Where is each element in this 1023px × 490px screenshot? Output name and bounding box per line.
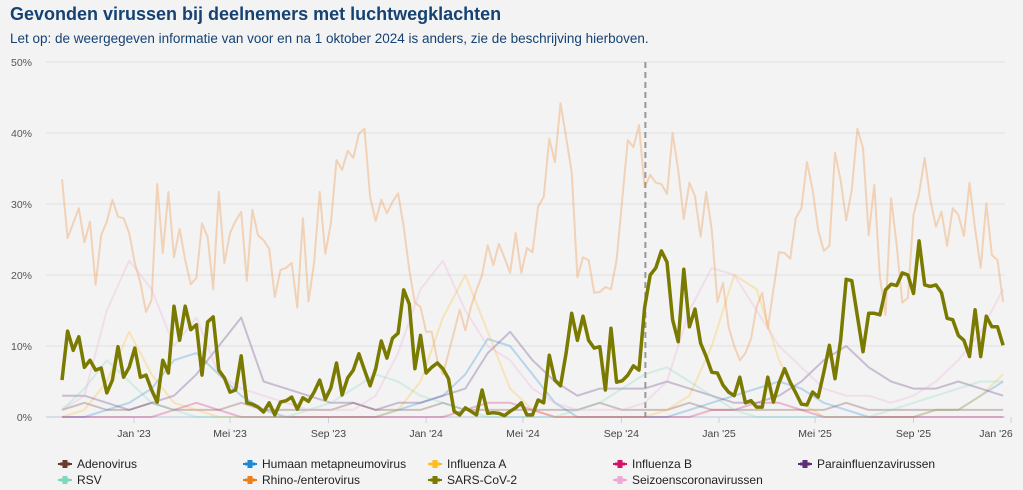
legend-item[interactable]: Adenovirus [58, 457, 137, 471]
legend-marker-icon [243, 476, 257, 484]
legend-label: Seizoenscoronavirussen [632, 473, 763, 487]
x-tick-label: Sep '24 [604, 428, 639, 440]
legend-label: Adenovirus [77, 457, 138, 471]
series-line-sars-cov-2 [60, 239, 1005, 418]
y-tick-label: 0% [17, 412, 32, 424]
line-chart: 0% 10% 20% 30% 40% 50% Jan '23 Mei '23 Sep '23 Ja… [11, 57, 1013, 440]
series-line-seizoenscoronavirussen [61, 259, 1004, 411]
series-line-influenza-a [61, 274, 1004, 418]
series-line-rsv [61, 359, 1004, 418]
x-tick-label: Mei '23 [213, 428, 247, 440]
chart-title: Gevonden virussen bij deelnemers met luc… [10, 4, 502, 24]
legend-marker-icon [798, 460, 812, 468]
legend-label: Influenza B [632, 457, 693, 471]
legend-marker-icon [428, 476, 442, 484]
legend-item[interactable]: Humaan metapneumovirus [243, 457, 406, 471]
x-tick-label: Jan '25 [702, 428, 736, 440]
chart-subtitle: Let op: de weergegeven informatie van vo… [10, 31, 649, 46]
legend-label: SARS-CoV-2 [447, 473, 518, 487]
x-tick-label: Jan '26 [979, 428, 1013, 440]
x-tick-label: Sep '23 [311, 428, 346, 440]
legend-item[interactable]: SARS-CoV-2 [428, 473, 517, 487]
x-tick-label: Mei '24 [506, 428, 540, 440]
legend-label: Rhino-/enterovirus [262, 473, 361, 487]
x-tick-label: Jan '24 [409, 428, 443, 440]
series-line-humaan-metapneumovirus [62, 337, 1004, 418]
legend-item[interactable]: Influenza B [613, 457, 692, 471]
legend-item[interactable]: Parainfluenzavirussen [798, 457, 935, 471]
legend-item[interactable]: RSV [58, 473, 102, 487]
legend-marker-icon [613, 460, 627, 468]
legend-item[interactable]: Rhino-/enterovirus [243, 473, 360, 487]
legend-label: RSV [77, 473, 102, 487]
series-line-influenza-b [62, 401, 1004, 418]
y-tick-label: 50% [11, 57, 32, 69]
y-tick-label: 10% [11, 341, 32, 353]
y-tick-label: 20% [11, 270, 32, 282]
y-tick-label: 40% [11, 128, 32, 140]
legend-marker-icon [613, 476, 627, 484]
legend-label: Influenza A [447, 457, 507, 471]
legend-item[interactable]: Seizoenscoronavirussen [613, 473, 763, 487]
legend-label: Parainfluenzavirussen [817, 457, 936, 471]
series-line-adenovirus [61, 401, 1004, 411]
legend-marker-icon [243, 460, 257, 468]
y-tick-label: 30% [11, 199, 32, 211]
legend-item[interactable]: Influenza A [428, 457, 506, 471]
x-tick-label: Sep '25 [896, 428, 931, 440]
x-tick-label: Mei '25 [798, 428, 832, 440]
series-line-parainfluenzavirussen [62, 316, 1004, 411]
x-tick-label: Jan '23 [117, 428, 151, 440]
legend-marker-icon [58, 460, 72, 468]
legend-label: Humaan metapneumovirus [262, 457, 407, 471]
legend-marker-icon [58, 476, 72, 484]
series-line-rhino-enterovirus [61, 102, 1005, 376]
legend-marker-icon [428, 460, 442, 468]
